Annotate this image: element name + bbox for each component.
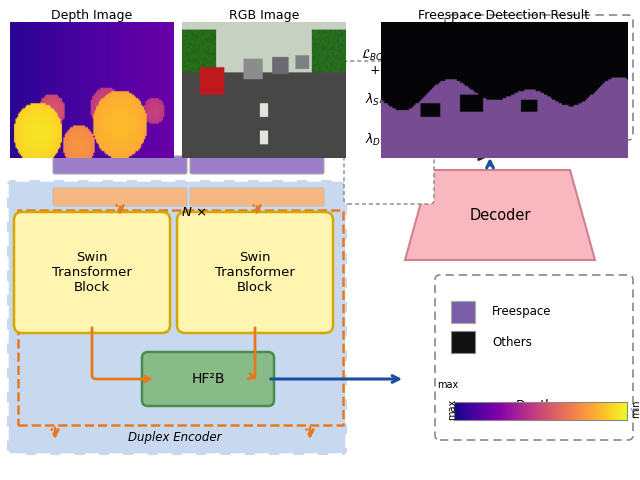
Text: $\lambda_D\mathcal{L}_{DIA}$: $\lambda_D\mathcal{L}_{DIA}$ bbox=[365, 132, 405, 148]
FancyBboxPatch shape bbox=[458, 47, 512, 67]
Text: max: max bbox=[437, 380, 459, 390]
Text: Linear
Embedding: Linear Embedding bbox=[548, 93, 615, 121]
FancyBboxPatch shape bbox=[344, 61, 434, 204]
Text: min: min bbox=[631, 400, 640, 418]
Text: N ×: N × bbox=[182, 205, 207, 218]
FancyBboxPatch shape bbox=[142, 352, 274, 406]
Polygon shape bbox=[405, 170, 595, 260]
Text: Patch
Partition: Patch Partition bbox=[548, 43, 598, 71]
Text: $\mathcal{L}_{BCE}$: $\mathcal{L}_{BCE}$ bbox=[361, 48, 389, 62]
Text: $\lambda_S\mathcal{L}_{STA}$: $\lambda_S\mathcal{L}_{STA}$ bbox=[365, 92, 406, 108]
Text: max: max bbox=[447, 398, 457, 420]
Title: Freespace Detection Result: Freespace Detection Result bbox=[419, 9, 589, 22]
FancyBboxPatch shape bbox=[190, 156, 324, 174]
Text: Duplex Encoder: Duplex Encoder bbox=[128, 432, 221, 444]
Text: Decoder: Decoder bbox=[469, 207, 531, 223]
Title: Depth Image: Depth Image bbox=[51, 9, 132, 22]
FancyBboxPatch shape bbox=[7, 180, 347, 455]
Text: Swin
Transformer
Block: Swin Transformer Block bbox=[52, 251, 132, 294]
Text: HF²B: HF²B bbox=[191, 372, 225, 386]
FancyBboxPatch shape bbox=[177, 212, 333, 333]
FancyBboxPatch shape bbox=[14, 212, 170, 333]
FancyBboxPatch shape bbox=[458, 97, 512, 117]
Text: +: + bbox=[380, 113, 390, 127]
FancyBboxPatch shape bbox=[451, 301, 475, 323]
FancyBboxPatch shape bbox=[53, 188, 187, 206]
Text: Swin
Transformer
Block: Swin Transformer Block bbox=[215, 251, 295, 294]
Text: Freespace: Freespace bbox=[492, 305, 552, 319]
Text: SNE: SNE bbox=[94, 109, 122, 123]
Text: Depth: Depth bbox=[516, 398, 554, 411]
FancyBboxPatch shape bbox=[190, 188, 324, 206]
FancyBboxPatch shape bbox=[451, 331, 475, 353]
FancyBboxPatch shape bbox=[445, 15, 633, 140]
Text: +: + bbox=[370, 63, 380, 76]
FancyBboxPatch shape bbox=[53, 95, 163, 137]
Text: Others: Others bbox=[492, 336, 532, 348]
FancyBboxPatch shape bbox=[435, 275, 633, 440]
FancyBboxPatch shape bbox=[53, 156, 187, 174]
Title: RGB Image: RGB Image bbox=[229, 9, 299, 22]
